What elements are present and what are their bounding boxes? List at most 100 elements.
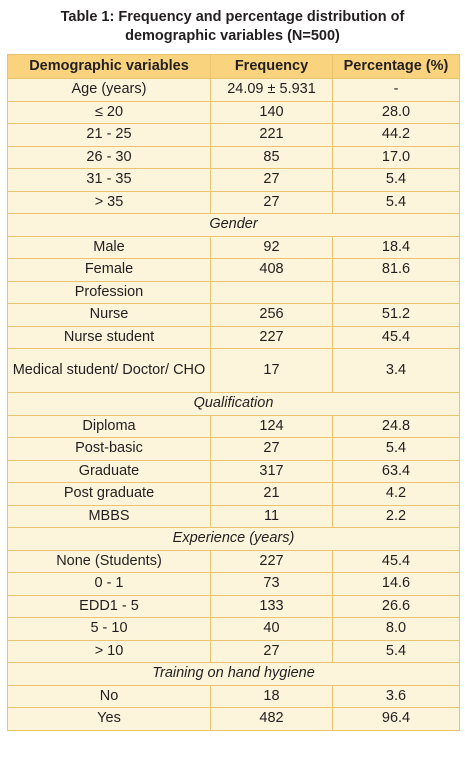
table-row: Post-basic 27 5.4 — [7, 437, 460, 461]
cell-frequency: 317 — [210, 459, 333, 483]
cell-frequency: 133 — [210, 594, 333, 618]
cell-percentage: 26.6 — [332, 594, 460, 618]
cell-frequency: 27 — [210, 437, 333, 461]
cell-frequency: 40 — [210, 617, 333, 641]
section-row: Qualification — [7, 392, 460, 416]
cell-percentage: 24.8 — [332, 414, 460, 438]
table-row: MBBS 11 2.2 — [7, 504, 460, 528]
cell-label: 0 - 1 — [7, 572, 211, 596]
cell-percentage: 2.2 — [332, 504, 460, 528]
table-row: EDD1 - 5 133 26.6 — [7, 594, 460, 618]
cell-label: Post-basic — [7, 437, 211, 461]
table-row: Diploma 124 24.8 — [7, 414, 460, 438]
header-frequency: Frequency — [210, 54, 333, 79]
cell-percentage: 44.2 — [332, 123, 460, 147]
table-row: Age (years) 24.09 ± 5.931- — [7, 78, 460, 102]
cell-percentage: 28.0 — [332, 100, 460, 124]
cell-percentage: 5.4 — [332, 437, 460, 461]
cell-label: Male — [7, 235, 211, 259]
section-label: Experience (years) — [7, 527, 460, 551]
table-row: Nurse 256 51.2 — [7, 303, 460, 327]
cell-frequency: 227 — [210, 549, 333, 573]
table-body: Age (years) 24.09 ± 5.931- ≤ 20 140 28.0 21 -… — [7, 78, 460, 731]
table-row: Female 408 81.6 — [7, 258, 460, 282]
cell-percentage: 5.4 — [332, 190, 460, 214]
table-row: 5 - 10 40 8.0 — [7, 617, 460, 641]
section-row: Experience (years) — [7, 527, 460, 551]
cell-label: Post graduate — [7, 482, 211, 506]
header-percentage: Percentage (%) — [332, 54, 460, 79]
table-row: Graduate 317 63.4 — [7, 459, 460, 483]
demographic-table: Demographic variables Frequency Percenta… — [7, 54, 460, 731]
cell-percentage: 8.0 — [332, 617, 460, 641]
section-row: Training on hand hygiene — [7, 662, 460, 686]
cell-frequency — [210, 280, 333, 304]
header-demographic-variables: Demographic variables — [7, 54, 211, 79]
cell-percentage: 5.4 — [332, 639, 460, 663]
cell-frequency: 85 — [210, 145, 333, 169]
cell-percentage: 5.4 — [332, 168, 460, 192]
cell-frequency: 124 — [210, 414, 333, 438]
cell-label: Nurse student — [7, 325, 211, 349]
section-label: Qualification — [7, 392, 460, 416]
cell-percentage: 18.4 — [332, 235, 460, 259]
cell-label: 5 - 10 — [7, 617, 211, 641]
cell-frequency: 221 — [210, 123, 333, 147]
section-label: Gender — [7, 213, 460, 237]
cell-frequency: 21 — [210, 482, 333, 506]
cell-percentage: 17.0 — [332, 145, 460, 169]
table-row: Medical student/ Doctor/ CHO 17 3.4 — [7, 348, 460, 393]
table-row: > 35 27 5.4 — [7, 190, 460, 214]
cell-label: None (Students) — [7, 549, 211, 573]
cell-label: Age (years) — [7, 78, 211, 102]
caption-line-2: demographic variables (N=500) — [125, 28, 340, 44]
table-row: Post graduate 21 4.2 — [7, 482, 460, 506]
cell-frequency: 256 — [210, 303, 333, 327]
cell-frequency: 11 — [210, 504, 333, 528]
table-caption: Table 1: Frequency and percentage distri… — [0, 0, 465, 45]
caption-line-1: Table 1: Frequency and percentage distri… — [60, 9, 405, 25]
table-row: Profession — [7, 280, 460, 304]
header-row: Demographic variables Frequency Percenta… — [7, 54, 460, 79]
cell-percentage: 14.6 — [332, 572, 460, 596]
cell-frequency: 24.09 ± 5.931 — [210, 78, 333, 102]
cell-frequency: 27 — [210, 190, 333, 214]
cell-label: EDD1 - 5 — [7, 594, 211, 618]
cell-frequency: 227 — [210, 325, 333, 349]
cell-frequency: 27 — [210, 639, 333, 663]
cell-frequency: 140 — [210, 100, 333, 124]
cell-label: ≤ 20 — [7, 100, 211, 124]
cell-label: Nurse — [7, 303, 211, 327]
cell-percentage: 96.4 — [332, 707, 460, 731]
cell-percentage: 3.4 — [332, 348, 460, 393]
cell-frequency: 17 — [210, 348, 333, 393]
cell-percentage: 45.4 — [332, 549, 460, 573]
cell-label: 21 - 25 — [7, 123, 211, 147]
table-row: None (Students) 227 45.4 — [7, 549, 460, 573]
cell-label: MBBS — [7, 504, 211, 528]
cell-label: Diploma — [7, 414, 211, 438]
section-label: Training on hand hygiene — [7, 662, 460, 686]
cell-percentage: 63.4 — [332, 459, 460, 483]
table-row: 26 - 30 85 17.0 — [7, 145, 460, 169]
cell-percentage: 51.2 — [332, 303, 460, 327]
cell-label: > 35 — [7, 190, 211, 214]
cell-percentage: 3.6 — [332, 684, 460, 708]
cell-label: 26 - 30 — [7, 145, 211, 169]
table-row: Nurse student 227 45.4 — [7, 325, 460, 349]
table-row: 0 - 1 73 14.6 — [7, 572, 460, 596]
cell-label: 31 - 35 — [7, 168, 211, 192]
cell-label: Profession — [7, 280, 211, 304]
cell-label: Female — [7, 258, 211, 282]
table-row: 31 - 35 27 5.4 — [7, 168, 460, 192]
cell-label: Yes — [7, 707, 211, 731]
table-row: 21 - 25 221 44.2 — [7, 123, 460, 147]
table-row: ≤ 20 140 28.0 — [7, 100, 460, 124]
table-row: Yes 482 96.4 — [7, 707, 460, 731]
table-row: No 18 3.6 — [7, 684, 460, 708]
cell-frequency: 18 — [210, 684, 333, 708]
cell-frequency: 408 — [210, 258, 333, 282]
table-row: > 10 27 5.4 — [7, 639, 460, 663]
cell-frequency: 27 — [210, 168, 333, 192]
cell-label: Medical student/ Doctor/ CHO — [7, 348, 211, 393]
